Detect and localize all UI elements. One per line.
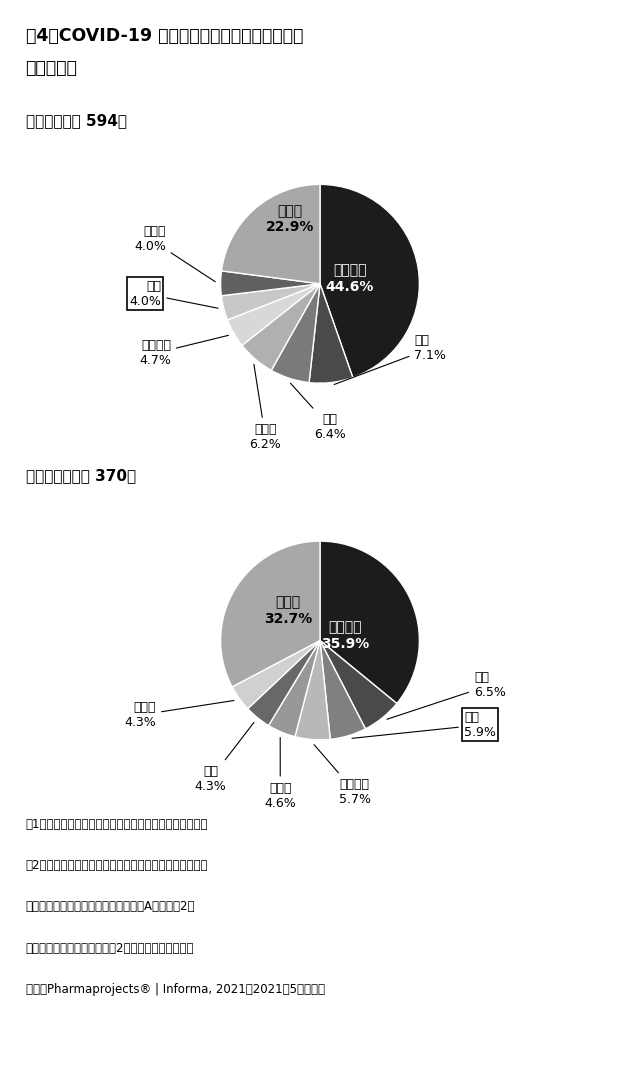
Wedge shape (320, 640, 365, 739)
Wedge shape (269, 640, 320, 736)
Text: 注2：同一企楮が異なる複数の品目を開発している場合は: 注2：同一企楮が異なる複数の品目を開発している場合は (26, 859, 208, 872)
Text: 中国
6.5%: 中国 6.5% (387, 671, 506, 719)
Wedge shape (242, 283, 320, 371)
Text: イギリス
4.7%: イギリス 4.7% (139, 335, 228, 368)
Text: インド
4.6%: インド 4.6% (264, 737, 296, 810)
Text: 治療薬（企楮 594）: 治療薬（企楮 594） (26, 114, 127, 129)
Text: 围4　COVID-19 治療薬・ワクチンの開発企楮国: 围4 COVID-19 治療薬・ワクチンの開発企楮国 (26, 27, 303, 45)
Text: カナダ
6.2%: カナダ 6.2% (250, 364, 281, 451)
Text: カナダ
4.3%: カナダ 4.3% (124, 700, 234, 729)
Text: それぞれカウント（例えば、企楮Aが異なる2品: それぞれカウント（例えば、企楮Aが異なる2品 (26, 900, 195, 913)
Wedge shape (295, 640, 330, 739)
Text: イギリス
5.7%: イギリス 5.7% (314, 745, 371, 805)
Wedge shape (227, 283, 320, 345)
Wedge shape (221, 271, 320, 296)
Wedge shape (232, 640, 320, 709)
Text: アメリカ
44.6%: アメリカ 44.6% (326, 264, 374, 294)
Wedge shape (320, 640, 397, 729)
Text: 韓国
4.3%: 韓国 4.3% (195, 722, 254, 792)
Text: ドイツ
4.0%: ドイツ 4.0% (134, 225, 215, 282)
Text: 目を開発している場合は2企楮としてカウント）: 目を開発している場合は2企楮としてカウント） (26, 942, 194, 955)
Text: 韓国
7.1%: 韓国 7.1% (334, 334, 446, 385)
Wedge shape (320, 185, 419, 377)
Wedge shape (271, 283, 320, 383)
Text: 出所：Pharmaprojects® | Informa, 2021（2021年5月時点）: 出所：Pharmaprojects® | Informa, 2021（2021年… (26, 983, 324, 996)
Text: 注1：複数の企楮が関与している場合は重複してカウント: 注1：複数の企楮が関与している場合は重複してカウント (26, 818, 208, 831)
Wedge shape (221, 542, 320, 686)
Text: アメリカ
35.9%: アメリカ 35.9% (321, 620, 369, 651)
Text: 日本
5.9%: 日本 5.9% (352, 711, 496, 739)
Text: その他
22.9%: その他 22.9% (266, 204, 314, 235)
Text: ワクチン（企楮 370）: ワクチン（企楮 370） (26, 468, 136, 483)
Text: 籍割合: 籍割合 (26, 59, 77, 78)
Wedge shape (320, 542, 419, 704)
Wedge shape (221, 185, 320, 283)
Wedge shape (221, 283, 320, 320)
Wedge shape (248, 640, 320, 725)
Text: 中国
6.4%: 中国 6.4% (291, 384, 346, 441)
Wedge shape (309, 283, 353, 383)
Text: 日本
4.0%: 日本 4.0% (129, 280, 218, 308)
Text: その他
32.7%: その他 32.7% (264, 596, 312, 626)
